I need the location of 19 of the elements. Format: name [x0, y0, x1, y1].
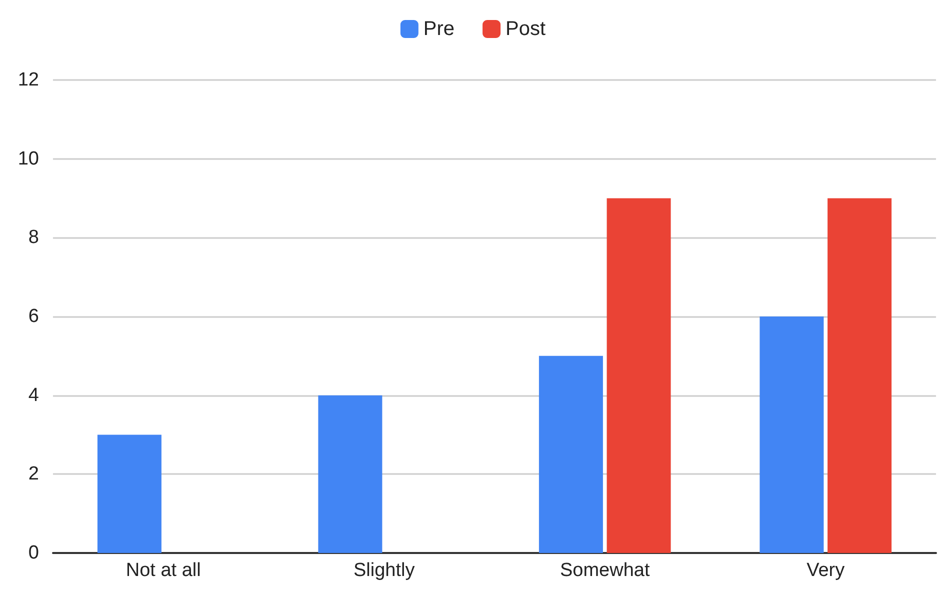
y-tick-label: 0 — [28, 542, 39, 564]
x-tick-label: Not at all — [126, 560, 201, 581]
y-tick-label: 12 — [18, 70, 39, 90]
y-tick-label: 10 — [18, 148, 39, 170]
y-tick-label: 4 — [28, 384, 40, 406]
legend-label: Pre — [423, 18, 455, 40]
x-tick-label: Somewhat — [560, 560, 650, 581]
bar — [606, 198, 671, 553]
bar — [760, 316, 824, 553]
y-tick-label: 8 — [28, 227, 39, 248]
x-tick-label: Very — [806, 560, 846, 581]
bar — [538, 356, 603, 553]
bar — [318, 395, 382, 553]
y-tick-label: 2 — [28, 464, 39, 485]
legend-label: Post — [506, 18, 546, 40]
y-tick-label: 6 — [28, 306, 39, 327]
bar — [828, 198, 892, 553]
x-tick-label: Slightly — [354, 560, 416, 581]
bar — [97, 434, 162, 553]
